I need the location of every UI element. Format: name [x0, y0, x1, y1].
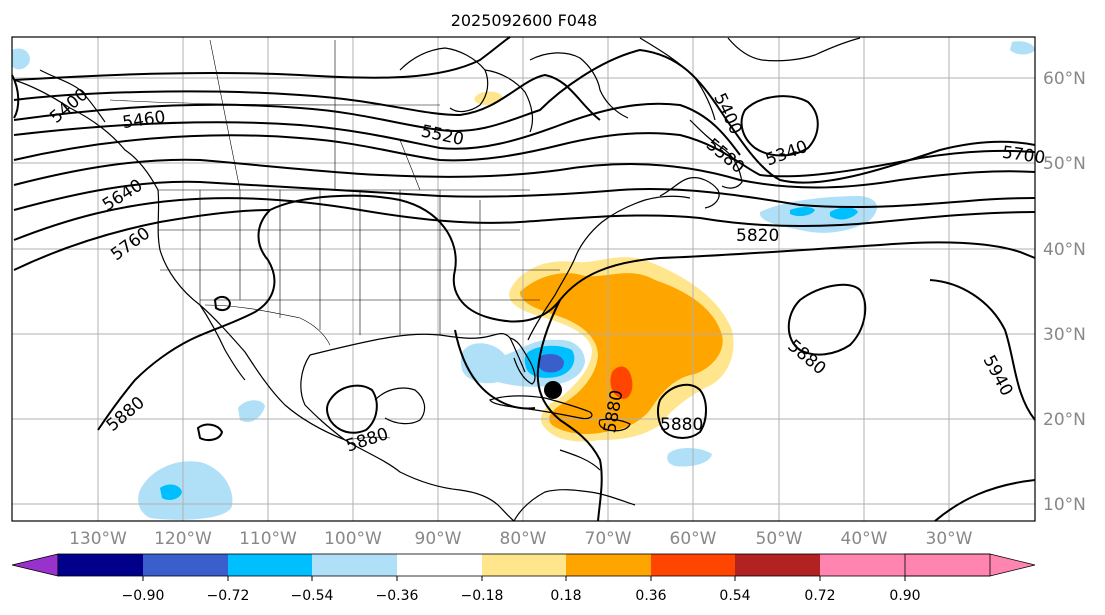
lon-label: 60°W	[670, 529, 717, 549]
colorbar-swatch	[143, 554, 228, 576]
map-frame	[11, 36, 1036, 522]
graticule	[12, 37, 1035, 521]
lon-label: 130°W	[69, 529, 127, 549]
lon-label: 30°W	[926, 529, 973, 549]
latitude-labels: 60°N 50°N 40°N 30°N 20°N 10°N	[1043, 69, 1086, 515]
negative-anomaly-pacific	[138, 461, 233, 520]
colorbar-tick-label: −0.36	[376, 588, 419, 604]
storm-center-marker	[544, 381, 562, 399]
colorbar-tick-label: −0.90	[122, 588, 165, 604]
lon-label: 80°W	[500, 529, 547, 549]
negative-anomaly-west	[12, 48, 30, 70]
colorbar-tick-label: 0.54	[719, 588, 750, 604]
negative-anomaly-tropical	[667, 448, 712, 467]
colorbar-tick-label: 0.36	[635, 588, 666, 604]
anomaly-shading	[12, 41, 1035, 520]
negative-anomaly-baja	[238, 400, 265, 423]
lat-label: 40°N	[1043, 240, 1086, 260]
longitude-labels: 130°W 120°W 110°W 100°W 90°W 80°W 70°W 6…	[69, 529, 973, 549]
negative-anomaly-atlantic-mid	[790, 207, 858, 220]
lat-label: 10°N	[1043, 495, 1086, 515]
positive-anomaly-strong	[610, 366, 633, 399]
positive-anomaly-north	[474, 91, 503, 106]
colorbar-swatch	[820, 554, 905, 576]
colorbar: −0.90 −0.72 −0.54 −0.36 −0.18 0.18 0.36 …	[11, 553, 1036, 604]
lon-label: 120°W	[154, 529, 212, 549]
colorbar-swatch	[566, 554, 651, 576]
colorbar-swatch	[397, 554, 482, 576]
contour-label: 5880	[660, 415, 703, 435]
colorbar-swatch	[735, 554, 820, 576]
negative-anomaly-pacific-mid	[160, 484, 182, 500]
colorbar-tick-label: −0.54	[291, 588, 334, 604]
figure-title: 2025092600 F048	[451, 11, 598, 30]
lon-label: 100°W	[324, 529, 382, 549]
colorbar-tick-label: −0.18	[461, 588, 504, 604]
lat-label: 20°N	[1043, 410, 1086, 430]
contour-label: 5820	[736, 226, 779, 246]
negative-anomaly-greenland	[1010, 41, 1035, 55]
colorbar-swatch	[651, 554, 735, 576]
negative-anomaly-strong	[538, 354, 564, 373]
lon-label: 50°W	[756, 529, 803, 549]
lon-label: 70°W	[585, 529, 632, 549]
colorbar-tick-label: 0.72	[804, 588, 835, 604]
colorbar-tick-label: −0.72	[207, 588, 250, 604]
lat-label: 50°N	[1043, 154, 1086, 174]
colorbar-swatch	[58, 554, 143, 576]
colorbar-ticks	[142, 576, 906, 581]
lon-label: 110°W	[239, 529, 297, 549]
colorbar-tick-label: 0.90	[889, 588, 920, 604]
colorbar-extend-max	[904, 553, 1036, 577]
map-panel: 5400 5460 5520 5400 5340 5580 5640 5700 …	[11, 36, 1046, 522]
lat-label: 30°N	[1043, 325, 1086, 345]
lat-label: 60°N	[1043, 69, 1086, 89]
colorbar-swatch	[312, 554, 397, 576]
lon-label: 90°W	[415, 529, 462, 549]
colorbar-swatch	[228, 554, 312, 576]
colorbar-tick-label: 0.18	[550, 588, 581, 604]
positive-anomaly-mid	[520, 273, 723, 434]
colorbar-extend-min	[11, 553, 59, 577]
lon-label: 40°W	[841, 529, 888, 549]
colorbar-swatch	[482, 554, 566, 576]
height-contours	[11, 36, 1036, 522]
